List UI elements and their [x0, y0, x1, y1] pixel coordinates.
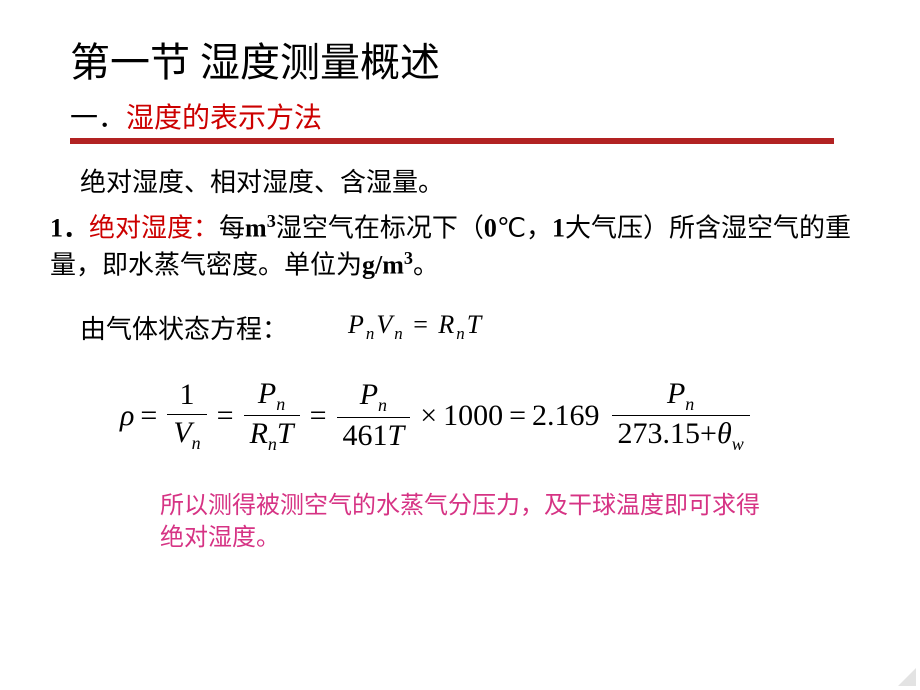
equation-1-row: 由气体状态方程： PnVn = RnT — [80, 309, 890, 346]
sup-3a: 3 — [267, 211, 276, 231]
section-heading: 一．湿度的表示方法 — [70, 96, 890, 136]
zero: 0 — [484, 214, 497, 243]
frac-3: Pn 461T — [337, 377, 411, 454]
f1-num: 1 — [173, 377, 200, 414]
deg-text: ℃， — [497, 214, 552, 243]
corner-fold-icon — [898, 668, 916, 686]
section-title: 湿度的表示方法 — [126, 103, 322, 134]
f1-den: Vn — [167, 415, 206, 455]
eq1-Pn: n — [366, 324, 376, 343]
def-text-4: 。 — [413, 250, 439, 279]
eq1-V: V — [376, 310, 394, 339]
eq1-eq: = — [405, 310, 439, 339]
unit-m: m — [245, 214, 267, 243]
eq-d: = — [509, 399, 526, 433]
equation-2-row: ρ = 1 Vn = Pn RnT = Pn 461T × 1000 = — [120, 376, 890, 456]
frac-4: Pn 273.15+θw — [612, 376, 750, 456]
unit-gm: g/m — [362, 250, 404, 279]
conclusion-text: 所以测得被测空气的水蒸气分压力，及干球温度即可求得绝对湿度。 — [160, 490, 780, 555]
f4-num: Pn — [661, 376, 700, 416]
frac-2: Pn RnT — [244, 376, 300, 456]
eq1-T: T — [467, 310, 483, 339]
slide-title: 第一节 湿度测量概述 — [70, 30, 890, 88]
rho: ρ — [120, 399, 134, 433]
item-number: 1． — [50, 214, 89, 243]
divider-bar — [70, 138, 834, 144]
f3-den: 461T — [337, 418, 411, 455]
eq-a: = — [140, 399, 157, 433]
equation-label: 由气体状态方程： — [80, 309, 288, 346]
f4-den: 273.15+θw — [612, 416, 750, 456]
f2-den: RnT — [244, 416, 300, 456]
eq1-Rn: n — [456, 324, 466, 343]
sup-3b: 3 — [404, 248, 413, 268]
times: × — [420, 399, 437, 433]
eq-b: = — [217, 399, 234, 433]
slide: 第一节 湿度测量概述 一．湿度的表示方法 绝对湿度、相对湿度、含湿量。 1．绝对… — [0, 0, 920, 690]
eq1-P: P — [348, 310, 366, 339]
def-text-1: 每 — [219, 214, 245, 243]
eq1-Vn: n — [394, 324, 404, 343]
equation-2: ρ = 1 Vn = Pn RnT = Pn 461T × 1000 = — [120, 376, 890, 456]
eq1-R: R — [438, 310, 456, 339]
thousand: 1000 — [443, 399, 503, 433]
f3-num: Pn — [354, 377, 393, 417]
section-prefix: 一． — [70, 103, 126, 134]
definition-paragraph: 1．绝对湿度：每m3湿空气在标况下（0℃，1大气压）所含湿空气的重量，即水蒸气密… — [50, 209, 870, 283]
f2-num: Pn — [252, 376, 291, 416]
one: 1 — [552, 214, 565, 243]
frac-1: 1 Vn — [167, 377, 206, 454]
coef: 2.169 — [532, 399, 600, 433]
humidity-types: 绝对湿度、相对湿度、含湿量。 — [80, 162, 890, 199]
term-name: 绝对湿度： — [89, 214, 219, 243]
equation-1: PnVn = RnT — [348, 310, 483, 344]
def-text-2: 湿空气在标况下（ — [276, 214, 484, 243]
eq-c: = — [310, 399, 327, 433]
